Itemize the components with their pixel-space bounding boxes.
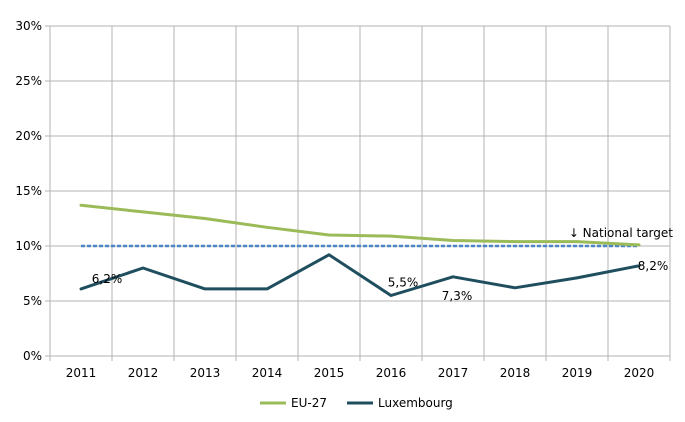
data-label: 6,2% xyxy=(92,272,123,286)
y-tick-label: 0% xyxy=(23,349,42,363)
data-label: 8,2% xyxy=(638,259,669,273)
y-tick-label: 15% xyxy=(15,184,42,198)
x-tick-label: 2012 xyxy=(128,366,159,380)
series-line-eu-27 xyxy=(79,203,641,247)
x-tick-label: 2018 xyxy=(500,366,531,380)
legend-label: EU-27 xyxy=(291,396,327,410)
legend: EU-27 Luxembourg xyxy=(260,396,453,410)
x-tick-label: 2015 xyxy=(314,366,345,380)
x-tick-label: 2011 xyxy=(66,366,97,380)
x-tick-label: 2014 xyxy=(252,366,283,380)
data-labels: 6,2% 5,5% 7,3% 8,2% xyxy=(92,259,669,303)
y-tick-label: 10% xyxy=(15,239,42,253)
x-axis: 2011 2012 2013 2014 2015 2016 2017 2018 2019 2020 xyxy=(66,366,655,380)
data-label: 5,5% xyxy=(388,276,419,290)
y-tick-label: 30% xyxy=(15,19,42,33)
y-tick-label: 25% xyxy=(15,74,42,88)
legend-label: Luxembourg xyxy=(378,396,453,410)
y-tick-label: 5% xyxy=(23,294,42,308)
target-label: ↓ National target xyxy=(569,226,673,240)
x-tick-label: 2013 xyxy=(190,366,221,380)
x-tick-label: 2017 xyxy=(438,366,469,380)
series-lines xyxy=(79,203,641,297)
y-axis: 0% 5% 10% 15% 20% 25% 30% xyxy=(15,19,50,363)
grid xyxy=(49,25,671,361)
x-tick-label: 2019 xyxy=(562,366,593,380)
x-tick-label: 2020 xyxy=(624,366,655,380)
series-line-luxembourg xyxy=(79,253,641,297)
national-target: ↓ National target xyxy=(81,226,673,248)
x-tick-label: 2016 xyxy=(376,366,407,380)
y-tick-label: 20% xyxy=(15,129,42,143)
data-label: 7,3% xyxy=(442,289,473,303)
